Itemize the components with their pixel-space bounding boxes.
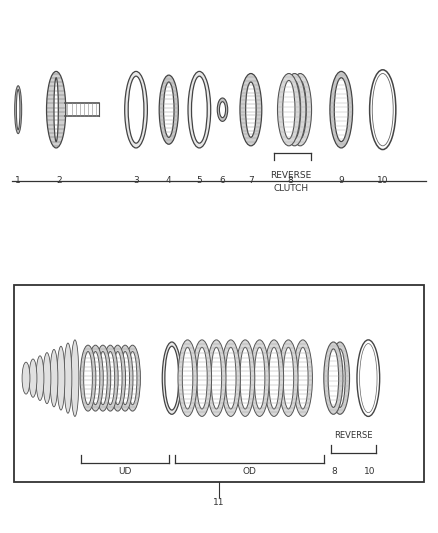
Ellipse shape [283,348,293,409]
Text: 10: 10 [377,176,389,185]
Ellipse shape [84,352,92,405]
Text: 10: 10 [364,467,375,476]
Ellipse shape [50,350,58,407]
Ellipse shape [254,348,265,409]
Ellipse shape [106,352,115,405]
Ellipse shape [372,74,393,146]
Ellipse shape [278,74,300,146]
Ellipse shape [110,345,126,411]
Ellipse shape [57,346,65,410]
Ellipse shape [95,345,111,411]
Ellipse shape [46,71,66,148]
Text: 9: 9 [339,176,344,185]
Ellipse shape [80,345,96,411]
Text: 3: 3 [133,176,139,185]
Ellipse shape [99,352,107,405]
Ellipse shape [283,80,295,139]
Ellipse shape [113,352,122,405]
Ellipse shape [324,342,343,414]
Ellipse shape [165,346,179,410]
Ellipse shape [162,342,181,414]
Ellipse shape [240,74,262,146]
Ellipse shape [159,75,178,144]
Ellipse shape [125,71,148,148]
Ellipse shape [240,348,251,409]
Ellipse shape [236,340,255,416]
Ellipse shape [192,340,212,416]
Ellipse shape [29,359,37,397]
Ellipse shape [207,340,226,416]
Ellipse shape [71,340,79,416]
Text: 8: 8 [331,467,337,476]
Ellipse shape [191,76,207,143]
Ellipse shape [22,362,30,394]
Ellipse shape [328,349,339,407]
Ellipse shape [163,82,174,138]
Ellipse shape [36,356,44,400]
Text: CLUTCH: CLUTCH [273,184,309,193]
Ellipse shape [188,71,211,148]
Ellipse shape [128,352,137,405]
Text: REVERSE: REVERSE [335,431,373,440]
Text: 11: 11 [213,498,225,507]
Ellipse shape [283,74,306,146]
Ellipse shape [279,340,298,416]
Ellipse shape [88,345,103,411]
Ellipse shape [330,71,353,148]
Ellipse shape [288,80,300,139]
Ellipse shape [178,340,197,416]
Ellipse shape [219,102,226,118]
Ellipse shape [121,352,130,405]
Ellipse shape [54,78,58,142]
Ellipse shape [330,342,350,414]
Ellipse shape [265,340,284,416]
Text: REVERSE: REVERSE [270,171,312,180]
Ellipse shape [197,348,207,409]
Text: 6: 6 [219,176,226,185]
Ellipse shape [269,348,279,409]
Text: 7: 7 [248,176,254,185]
Text: 5: 5 [197,176,202,185]
Bar [14,285,424,482]
Ellipse shape [293,340,312,416]
Ellipse shape [360,344,377,413]
Ellipse shape [246,82,256,138]
Ellipse shape [43,353,51,403]
Ellipse shape [250,340,269,416]
Ellipse shape [64,343,72,413]
Ellipse shape [125,345,141,411]
Ellipse shape [334,78,348,142]
Text: OD: OD [243,467,257,476]
Ellipse shape [102,345,118,411]
Text: 8: 8 [287,176,293,185]
Ellipse shape [182,348,193,409]
Ellipse shape [335,349,345,407]
Ellipse shape [221,340,240,416]
Ellipse shape [211,348,222,409]
Ellipse shape [14,86,21,134]
Ellipse shape [91,352,100,405]
Ellipse shape [217,98,228,122]
Ellipse shape [117,345,133,411]
Text: 1: 1 [15,176,21,185]
Text: 4: 4 [166,176,172,185]
Ellipse shape [128,76,144,143]
Ellipse shape [289,74,311,146]
Ellipse shape [297,348,308,409]
Text: 2: 2 [57,176,63,185]
Ellipse shape [226,348,236,409]
Ellipse shape [294,80,306,139]
Ellipse shape [16,90,20,130]
Text: UD: UD [118,467,132,476]
